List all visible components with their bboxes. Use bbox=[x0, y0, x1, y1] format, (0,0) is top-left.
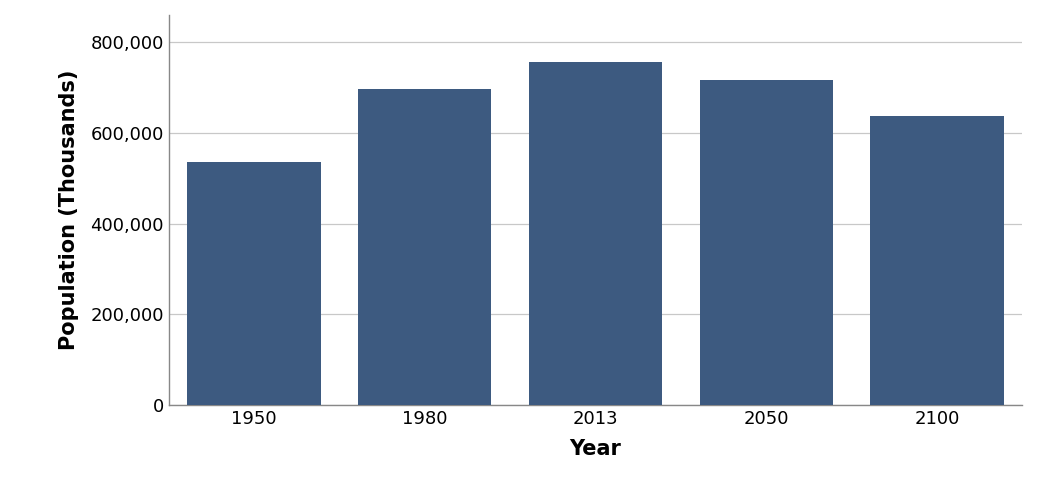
Bar bbox=[529, 62, 662, 405]
Bar bbox=[871, 117, 1003, 405]
Bar bbox=[700, 80, 833, 405]
Bar bbox=[188, 162, 320, 405]
Y-axis label: Population (Thousands): Population (Thousands) bbox=[59, 70, 79, 350]
X-axis label: Year: Year bbox=[569, 439, 622, 459]
Bar bbox=[358, 89, 491, 405]
